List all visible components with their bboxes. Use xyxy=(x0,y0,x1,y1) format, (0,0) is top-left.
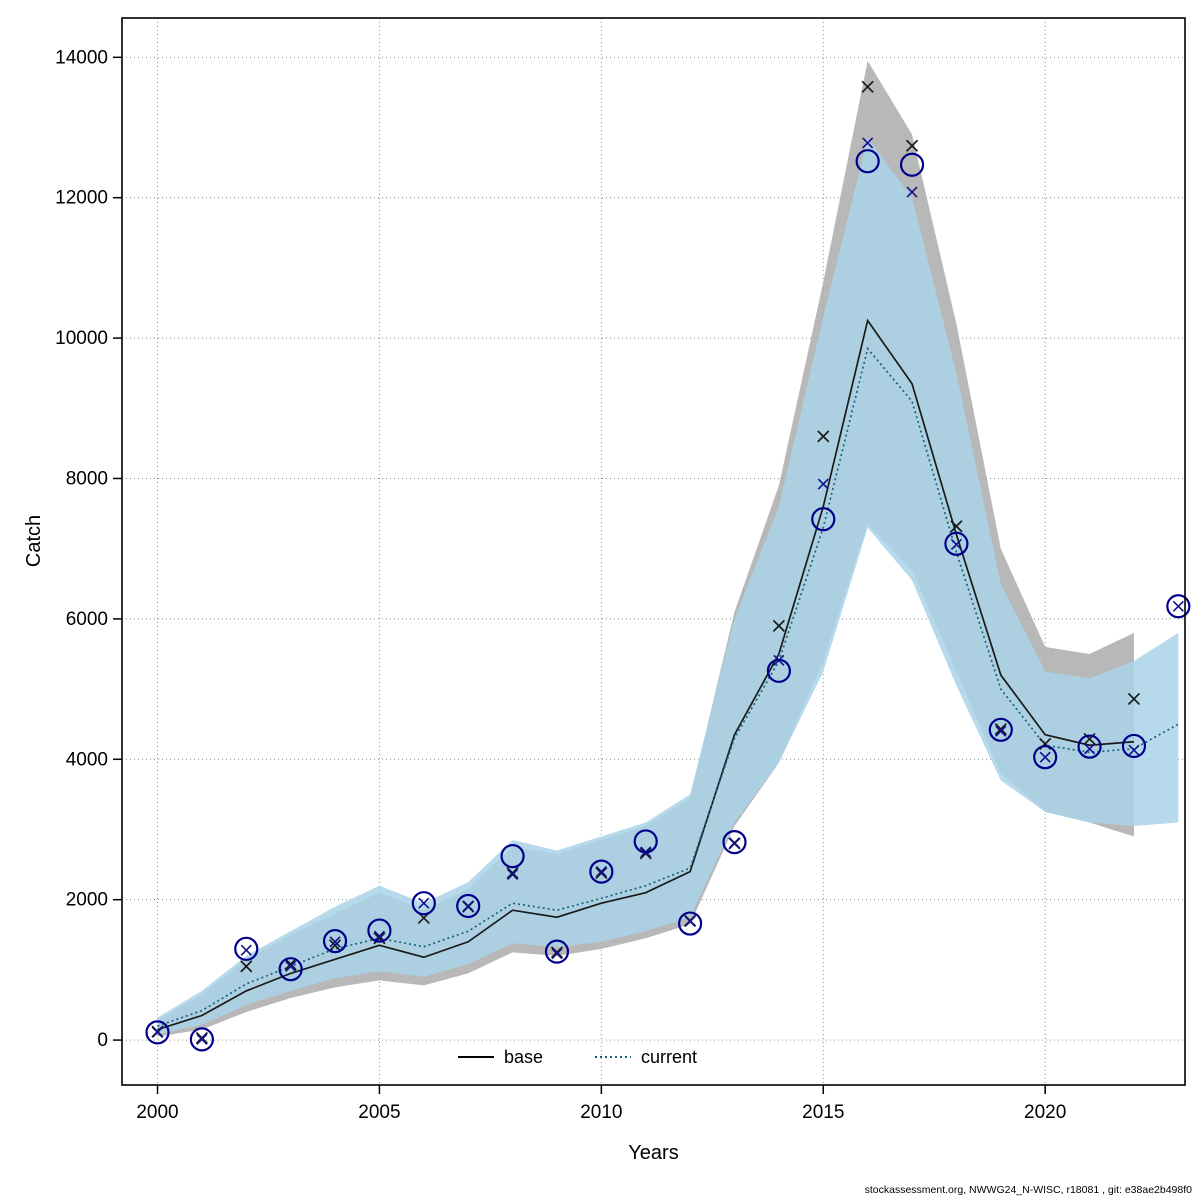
footer-attribution: stockassessment.org, NWWG24_N-WISC, r180… xyxy=(864,1184,1192,1196)
current_obs_circle-marker xyxy=(189,1027,214,1052)
current_obs_circle-marker xyxy=(456,893,481,919)
x-tick-label: 2020 xyxy=(1024,1102,1066,1123)
current_obs_x-marker xyxy=(507,868,519,880)
x-tick-label: 2000 xyxy=(136,1102,178,1123)
base_obs-marker xyxy=(595,866,608,880)
band-current_ci xyxy=(157,138,1179,1035)
current_obs_x-marker xyxy=(151,1026,164,1038)
current_obs_x-marker xyxy=(1172,600,1184,612)
plot-border xyxy=(121,17,1186,1086)
markers-base_obs xyxy=(151,80,1141,1045)
markers-current_obs_circle xyxy=(145,149,1191,1052)
current_obs_circle-marker xyxy=(1166,594,1191,619)
base_obs-marker xyxy=(905,139,919,152)
current_obs_circle-marker xyxy=(1077,734,1102,759)
y-tick-label: 14000 xyxy=(55,47,108,68)
legend-label: current xyxy=(641,1047,697,1067)
legend-label: base xyxy=(504,1047,543,1067)
current_obs_circle-marker xyxy=(899,152,925,177)
chart-legend: base current xyxy=(458,1047,697,1067)
y-tick-label: 6000 xyxy=(66,609,108,630)
current_obs_x-marker xyxy=(196,1033,208,1045)
current_obs_x-marker xyxy=(240,944,252,956)
base_obs-marker xyxy=(817,430,830,443)
base_obs-marker xyxy=(195,1031,208,1045)
x-tick-label: 2015 xyxy=(802,1102,844,1123)
current_obs_circle-marker xyxy=(855,149,880,174)
current_obs_x-marker xyxy=(1128,744,1140,756)
current_obs_circle-marker xyxy=(234,936,259,961)
y-tick-label: 0 xyxy=(97,1030,108,1051)
current_obs_x-marker xyxy=(373,930,385,942)
base_obs-marker xyxy=(550,946,564,959)
current_obs_circle-marker xyxy=(589,859,614,884)
current_obs_circle-marker xyxy=(411,891,436,916)
current_obs_x-marker xyxy=(329,936,341,948)
current_obs_x-marker xyxy=(1084,743,1096,755)
base_obs-marker xyxy=(328,939,342,952)
current_obs_x-marker xyxy=(906,186,918,198)
y-axis-title: Catch xyxy=(23,514,45,568)
y-tick-label: 12000 xyxy=(55,188,108,209)
axes: 2000 2005 2010 2015 2020 0 2000 4000 6000 8000 100… xyxy=(55,47,1066,1123)
current_obs_circle-marker xyxy=(944,531,969,556)
base_obs-marker xyxy=(950,520,963,533)
current_obs_circle-marker xyxy=(145,1020,170,1045)
current_obs_circle-marker xyxy=(278,957,303,982)
current_obs_circle-marker xyxy=(322,928,348,954)
y-tick-label: 4000 xyxy=(66,749,108,770)
current_obs_circle-marker xyxy=(1121,733,1147,759)
base_obs-marker xyxy=(772,619,785,633)
current_obs_circle-marker xyxy=(766,658,791,683)
current_obs_x-marker xyxy=(1039,751,1051,763)
current_obs_circle-marker xyxy=(988,717,1013,742)
current_obs_x-marker xyxy=(418,897,430,909)
current_obs_x-marker xyxy=(862,137,874,149)
x-tick-label: 2010 xyxy=(580,1102,622,1123)
current_obs_circle-marker xyxy=(1033,745,1058,770)
current_obs_x-marker xyxy=(684,915,696,928)
line-current xyxy=(157,346,1179,1027)
y-tick-label: 10000 xyxy=(55,328,108,349)
current_obs_x-marker xyxy=(551,948,563,960)
current_obs_x-marker xyxy=(728,837,741,849)
current_obs_circle-marker xyxy=(678,911,703,936)
current_obs_x-marker xyxy=(595,866,607,878)
base_obs-marker xyxy=(994,722,1007,736)
current_obs_x-marker xyxy=(285,960,297,972)
base_obs-marker xyxy=(240,960,253,973)
y-tick-label: 8000 xyxy=(66,468,108,489)
base_obs-marker xyxy=(861,80,874,93)
base_obs-marker xyxy=(1127,692,1141,706)
current_obs_x-marker xyxy=(817,478,829,490)
base_obs-marker xyxy=(506,866,519,880)
current_obs_circle-marker xyxy=(633,829,658,854)
current_obs_circle-marker xyxy=(367,918,392,943)
current_obs_x-marker xyxy=(462,900,474,912)
line-base xyxy=(157,318,1135,1031)
current_obs_x-marker xyxy=(950,538,962,551)
base_obs-marker xyxy=(284,958,297,971)
current_obs_circle-marker xyxy=(544,939,570,964)
x-tick-label: 2005 xyxy=(358,1102,400,1123)
current_obs_circle-marker xyxy=(722,830,747,855)
y-tick-label: 2000 xyxy=(66,890,108,911)
current_obs_x-marker xyxy=(995,725,1007,737)
x-axis-title: Years xyxy=(628,1142,679,1164)
current_obs_circle-marker xyxy=(811,507,836,532)
current_obs_circle-marker xyxy=(500,844,525,869)
